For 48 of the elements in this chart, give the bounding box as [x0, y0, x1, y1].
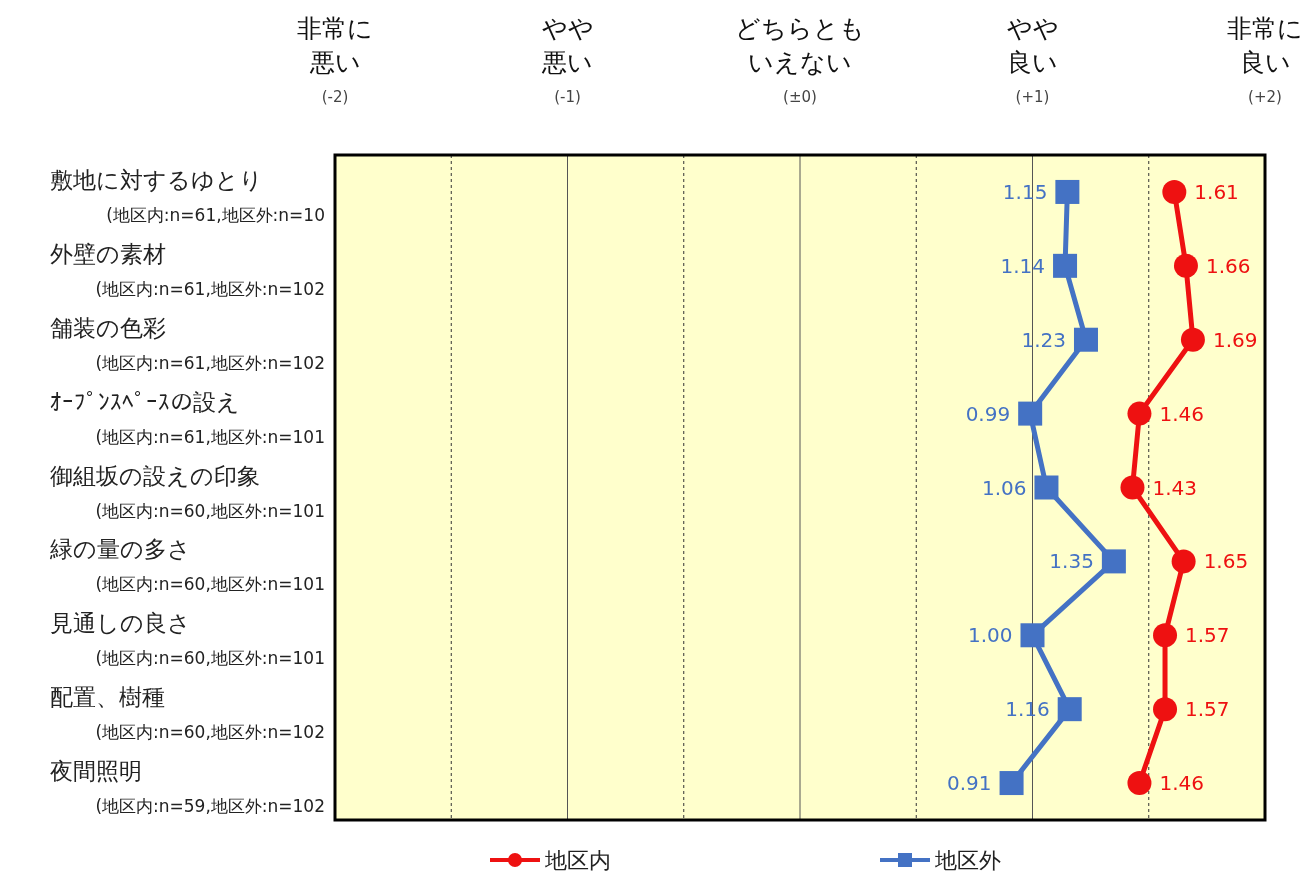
- y-tick-label: ｵｰﾌﾟﾝｽﾍﾟｰｽの設え (地区内:n=61,地区外:n=101: [50, 388, 325, 447]
- data-label: 1.65: [1203, 549, 1249, 574]
- point: [1127, 771, 1152, 796]
- point: [1018, 401, 1043, 426]
- data-label: 1.43: [1152, 475, 1198, 500]
- x-tick-label: どちらともいえない(±0): [734, 13, 866, 108]
- y-tick-label: 御組坂の設えの印象 (地区内:n=60,地区外:n=101: [50, 462, 325, 521]
- legend-label: 地区外: [934, 848, 1001, 873]
- point: [1020, 623, 1045, 648]
- point: [1153, 623, 1178, 648]
- y-tick-label: 舗装の色彩 (地区内:n=61,地区外:n=102: [50, 314, 325, 373]
- x-tick-label: 非常に悪い(-2): [296, 13, 374, 108]
- point: [1073, 327, 1098, 352]
- point: [1034, 475, 1059, 500]
- point: [1101, 549, 1126, 574]
- data-label: 0.91: [947, 771, 992, 796]
- point: [1127, 401, 1152, 426]
- data-label: 1.46: [1159, 401, 1204, 426]
- data-label: 1.57: [1185, 697, 1230, 722]
- point: [999, 771, 1024, 796]
- data-label: 1.35: [1049, 549, 1094, 574]
- data-label: 1.66: [1205, 253, 1251, 278]
- point: [1173, 253, 1198, 278]
- data-label: 1.69: [1212, 327, 1258, 352]
- data-label: 1.06: [981, 475, 1027, 500]
- point: [1057, 697, 1082, 722]
- x-tick-label: やや悪い(-1): [540, 13, 595, 108]
- legend-label: 地区内: [544, 848, 611, 873]
- y-tick-label: 見通しの良さ (地区内:n=60,地区外:n=101: [50, 610, 325, 669]
- point: [1153, 697, 1178, 722]
- y-tick-label: 緑の量の多さ (地区内:n=60,地区外:n=101: [49, 536, 325, 595]
- y-tick-label: 外壁の素材 (地区内:n=61,地区外:n=102: [50, 240, 325, 299]
- data-label: 1.46: [1159, 771, 1204, 796]
- point: [1055, 179, 1080, 204]
- data-label: 1.57: [1185, 623, 1230, 648]
- x-tick-label: やや良い(+1): [1005, 13, 1060, 108]
- point: [1180, 327, 1205, 352]
- data-label: 1.61: [1194, 179, 1239, 204]
- point: [1053, 253, 1078, 278]
- y-tick-label: 配置、樹種 (地区内:n=60,地区外:n=102: [50, 684, 325, 743]
- point: [1162, 179, 1187, 204]
- y-tick-label: 夜間照明 (地区内:n=59,地区外:n=102: [50, 758, 325, 817]
- point: [1120, 475, 1145, 500]
- x-tick-label: 非常に良い(+2): [1226, 13, 1304, 108]
- y-tick-label: 敷地に対するゆとり (地区内:n=61,地区外:n=10: [50, 166, 325, 225]
- data-label: 0.99: [965, 401, 1011, 426]
- data-label: 1.00: [967, 623, 1013, 648]
- point: [1171, 549, 1196, 574]
